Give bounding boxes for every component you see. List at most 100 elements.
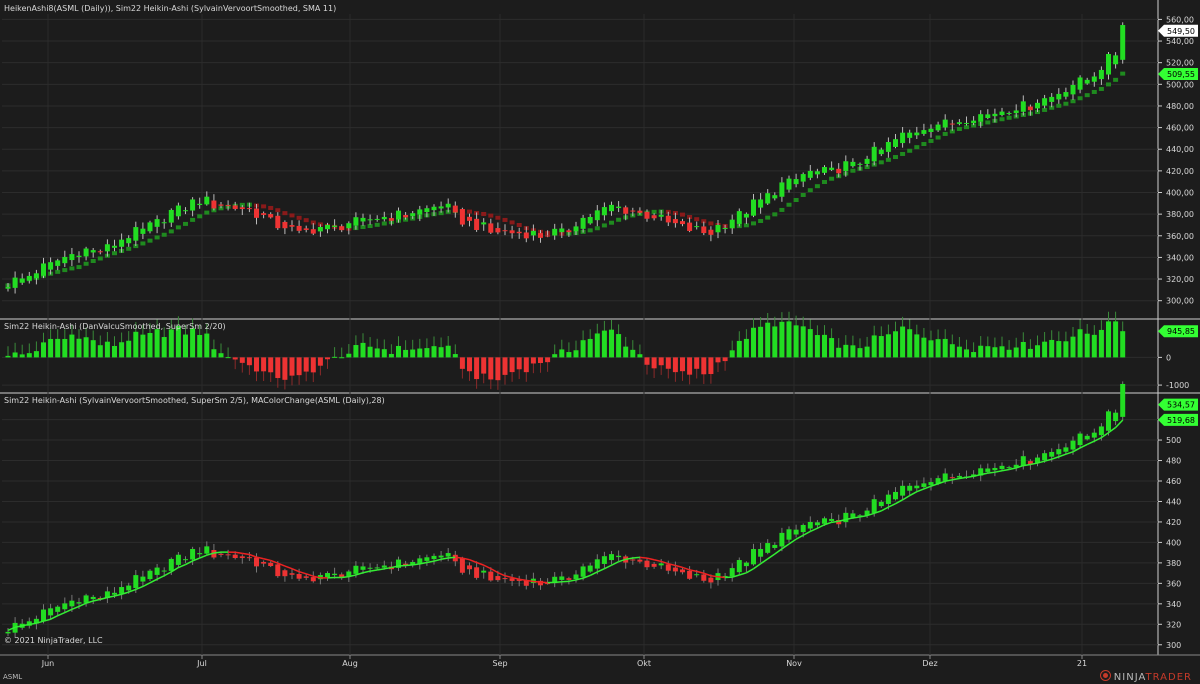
ma-color-change-segment [419,561,428,565]
ma-color-change-segment [937,480,946,485]
ma-color-change-segment [1044,458,1052,462]
ma-color-change-segment [1115,419,1124,429]
price-candle [779,182,785,197]
smoothed-ha-box [779,207,785,212]
ma-color-change-segment [731,574,740,578]
smoothed-ha-box [289,213,295,218]
ma-color-change-segment [1108,426,1117,434]
osc-bar [793,325,799,358]
price-candle [33,273,39,279]
smoothed-ha-box [601,223,607,228]
smoothed-ha-box [374,222,380,227]
price-candle [580,217,586,229]
osc-bar [843,344,849,358]
osc-bar [893,331,898,358]
smoothed-ha-box [261,204,267,209]
price-candle [942,119,948,128]
ma-color-change-segment [114,593,122,597]
osc-bar [424,348,430,358]
smoothed-ha-box [985,120,991,125]
osc-bar [672,357,678,373]
ma-color-change-segment [916,488,925,493]
price-candle [296,225,302,231]
price-panel-title: HeikenAshi8(ASML (Daily)), Sim22 Heikin-… [4,4,337,13]
smoothed-ha-box [907,148,913,153]
osc-bar [1070,336,1076,358]
osc-bar [417,348,423,358]
price-candle [360,217,366,222]
price-candle [445,203,451,208]
osc-bar [779,321,785,358]
smooth-candle [488,571,494,581]
price-y-tick-label: 540,00 [1166,37,1194,46]
osc-bar [1049,339,1055,358]
smooth-candle [481,570,487,573]
smooth-candle [1113,412,1119,422]
smooth-candle [69,600,75,607]
osc-bar [1056,341,1062,358]
osc-bar [623,346,629,358]
osc-bar [580,340,586,358]
ma-color-change-segment [185,560,193,566]
price-candle [566,230,572,233]
osc-bar [154,329,160,358]
smoothed-ha-box [112,251,117,256]
x-tick-label: Aug [342,659,358,668]
smooth-candle [90,596,96,600]
smoothed-ha-box [62,268,68,273]
osc-bar [55,338,61,358]
osc-bar [218,353,224,358]
price-candle [935,124,941,131]
smoothed-ha-box [1091,89,1097,94]
smoothed-ha-box [296,215,302,220]
smooth-candle [97,598,103,600]
price-candle [545,235,551,237]
smooth-candle [680,569,685,573]
smoothed-ha-box [793,198,799,203]
smooth-candle [743,562,749,567]
price-candle [630,210,636,212]
smooth-candle [523,580,529,586]
price-candle [1070,84,1076,95]
smoothed-ha-box [1120,71,1126,76]
price-candle [573,226,579,232]
smoothed-ha-box [694,217,700,222]
osc-bar [900,326,906,358]
ninjatrader-logo-icon [1099,670,1111,681]
ma-color-change-segment [625,557,633,561]
price-candle [793,179,799,185]
osc-bar [41,342,46,358]
osc-bar [616,334,622,358]
osc-bar [190,328,196,358]
smoothed-ha-box [197,214,203,219]
smoothed-ha-box [509,220,515,225]
osc-bar [112,345,117,358]
osc-bar [601,330,607,358]
price-candle [90,250,96,253]
smooth-candle [424,557,430,561]
osc-bar [403,349,409,358]
smooth-candle [261,561,267,564]
osc-bar [197,334,203,358]
price-candle [403,215,409,218]
ma-color-change-segment [476,561,484,566]
ma-color-change-segment [142,582,151,588]
smooth-y-tick-label: 340 [1166,600,1181,609]
price-y-tick-label: 480,00 [1166,102,1194,111]
smoothed-ha-box [680,212,685,217]
ma-color-change-segment [739,572,747,576]
price-candle [992,113,998,117]
price-candle [530,230,536,236]
smooth-candle [459,558,465,573]
smoothed-ha-box [765,215,771,220]
price-candle [843,161,849,172]
price-candle [119,239,125,247]
osc-bar [289,357,295,376]
ninjatrader-logo: NINJATRADER [1099,670,1192,683]
ma-color-change-segment [526,579,534,583]
ma-color-change-segment [412,563,420,566]
ma-color-change-segment [809,527,818,533]
ma-color-change-segment [298,570,307,575]
ma-color-change-segment [866,512,875,517]
price-candle [190,199,196,211]
